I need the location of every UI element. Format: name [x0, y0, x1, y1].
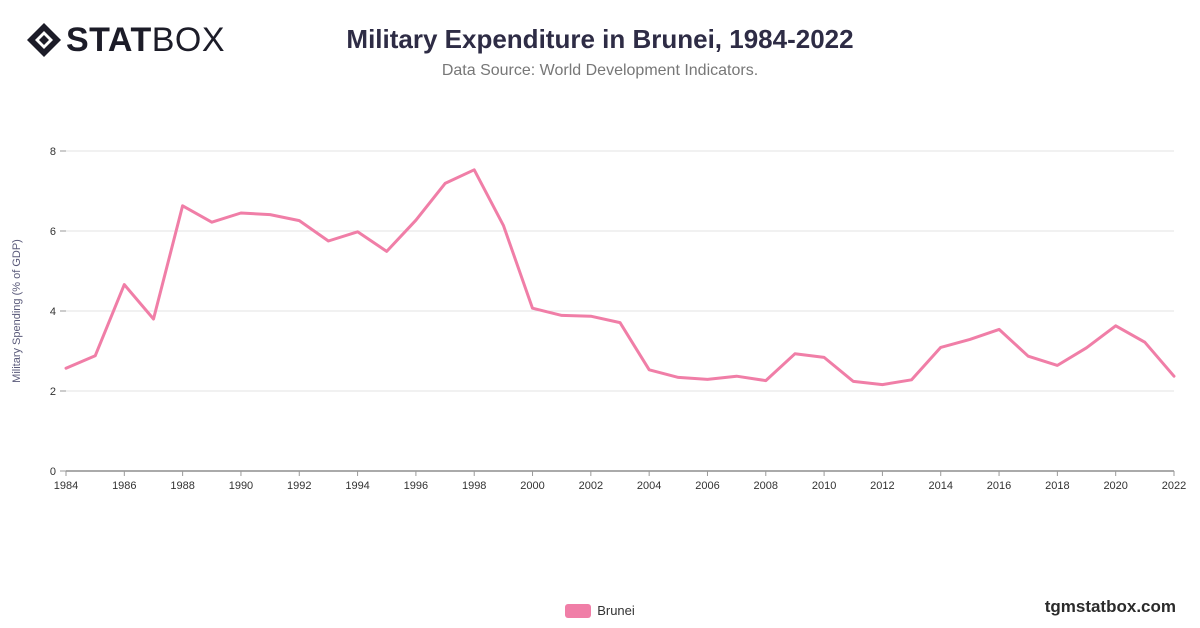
- data-point[interactable]: [676, 375, 680, 379]
- x-tick-label: 2004: [637, 480, 661, 492]
- data-point[interactable]: [151, 317, 155, 321]
- data-point[interactable]: [443, 181, 447, 185]
- legend[interactable]: Brunei: [0, 603, 1200, 618]
- data-point[interactable]: [1026, 354, 1030, 358]
- x-tick-label: 1988: [170, 480, 194, 492]
- data-point[interactable]: [1172, 374, 1176, 378]
- data-point[interactable]: [822, 355, 826, 359]
- legend-swatch-brunei: [565, 603, 592, 618]
- x-tick-label: 1986: [112, 480, 136, 492]
- data-point[interactable]: [997, 327, 1001, 331]
- diamond-logo-icon: [27, 23, 61, 57]
- x-tick-label: 1984: [54, 480, 78, 492]
- x-tick-label: 2002: [579, 480, 603, 492]
- data-point[interactable]: [705, 377, 709, 381]
- x-tick-label: 2014: [928, 480, 952, 492]
- data-point[interactable]: [501, 223, 505, 227]
- logo-wordmark: STATBOX: [66, 22, 225, 58]
- x-tick-label: 1990: [229, 480, 253, 492]
- data-point[interactable]: [531, 306, 535, 310]
- data-point[interactable]: [210, 220, 214, 224]
- data-point[interactable]: [1143, 340, 1147, 344]
- x-tick-label: 2010: [812, 480, 836, 492]
- x-tick-label: 1994: [345, 480, 369, 492]
- data-point[interactable]: [239, 211, 243, 215]
- grid-lines: [66, 150, 1174, 472]
- data-point[interactable]: [122, 283, 126, 287]
- x-axis-ticks: 1984 1986 1988 1990 1992 1994 1996 1998 2000 2002…: [54, 471, 1186, 492]
- chart-subtitle: Data Source: World Development Indicator…: [441, 62, 759, 79]
- x-tick-label: 1992: [287, 480, 311, 492]
- data-point[interactable]: [414, 218, 418, 222]
- data-point[interactable]: [1085, 346, 1089, 350]
- x-tick-label: 1998: [462, 480, 486, 492]
- data-point[interactable]: [1114, 324, 1118, 328]
- data-point[interactable]: [589, 314, 593, 318]
- x-tick-label: 2018: [1045, 480, 1069, 492]
- data-point[interactable]: [910, 378, 914, 382]
- x-tick-label: 2008: [754, 480, 778, 492]
- y-tick-label: 6: [50, 226, 56, 238]
- data-point[interactable]: [326, 239, 330, 243]
- statbox-logo: STATBOX: [26, 22, 225, 58]
- data-point[interactable]: [851, 379, 855, 383]
- logo-light-text: BOX: [151, 21, 226, 59]
- x-tick-label: 1996: [404, 480, 428, 492]
- data-point[interactable]: [618, 321, 622, 325]
- y-tick-label: 2: [50, 386, 56, 398]
- x-tick-label: 2022: [1162, 480, 1186, 492]
- data-point[interactable]: [560, 313, 564, 317]
- series-line-brunei: [64, 168, 1176, 387]
- chart-title: Military Expenditure in Brunei, 1984-202…: [346, 24, 854, 54]
- data-point[interactable]: [764, 379, 768, 383]
- data-point[interactable]: [268, 213, 272, 217]
- data-point[interactable]: [880, 383, 884, 387]
- data-point[interactable]: [939, 345, 943, 349]
- x-tick-label: 2020: [1103, 480, 1127, 492]
- data-point[interactable]: [1055, 363, 1059, 367]
- website-watermark: tgmstatbox.com: [1044, 597, 1176, 616]
- data-point[interactable]: [793, 352, 797, 356]
- x-tick-label: 2000: [520, 480, 544, 492]
- data-point[interactable]: [385, 249, 389, 253]
- y-tick-label: 4: [50, 306, 56, 318]
- y-axis-label: Military Spending (% of GDP): [11, 239, 23, 383]
- logo-bold-text: STAT: [66, 21, 152, 59]
- data-point[interactable]: [735, 374, 739, 378]
- data-point[interactable]: [93, 354, 97, 358]
- data-point[interactable]: [968, 337, 972, 341]
- x-tick-label: 2016: [987, 480, 1011, 492]
- data-point[interactable]: [181, 204, 185, 208]
- legend-label-brunei: Brunei: [597, 603, 635, 618]
- y-axis-ticks: 0 2 4 6 8: [50, 146, 66, 478]
- x-tick-label: 2006: [695, 480, 719, 492]
- x-tick-label: 2012: [870, 480, 894, 492]
- data-point[interactable]: [356, 230, 360, 234]
- data-point[interactable]: [297, 219, 301, 223]
- data-point[interactable]: [472, 168, 476, 172]
- y-tick-label: 0: [50, 466, 56, 478]
- data-point[interactable]: [64, 366, 68, 370]
- y-tick-label: 8: [50, 146, 56, 158]
- data-point[interactable]: [647, 368, 651, 372]
- series-layer: [64, 168, 1176, 387]
